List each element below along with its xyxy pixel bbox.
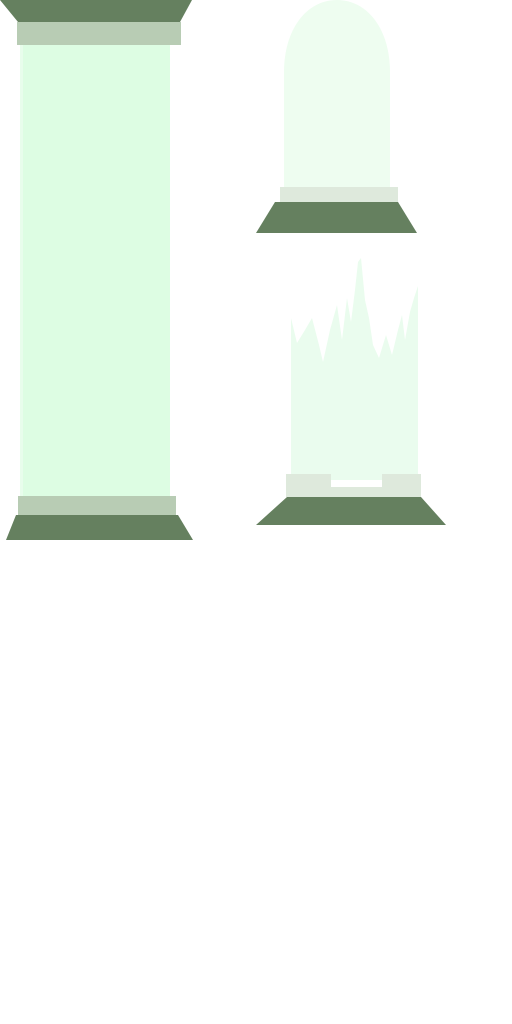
- column-full-base: [6, 515, 193, 540]
- column-domed-base: [256, 202, 417, 233]
- column-full-sprite: [0, 0, 193, 540]
- column-domed-body: [284, 0, 390, 190]
- column-domed-collar: [280, 187, 398, 203]
- column-full-top-collar: [17, 22, 181, 45]
- column-broken-sprite: [256, 258, 446, 525]
- column-full-shaft-edge: [20, 40, 23, 502]
- column-full-cap: [0, 0, 192, 22]
- column-domed-sprite: [256, 0, 417, 233]
- column-full-shaft: [20, 40, 170, 502]
- column-broken-base: [256, 497, 446, 525]
- column-broken-shards: [291, 258, 418, 480]
- column-full-bottom-collar: [18, 496, 176, 515]
